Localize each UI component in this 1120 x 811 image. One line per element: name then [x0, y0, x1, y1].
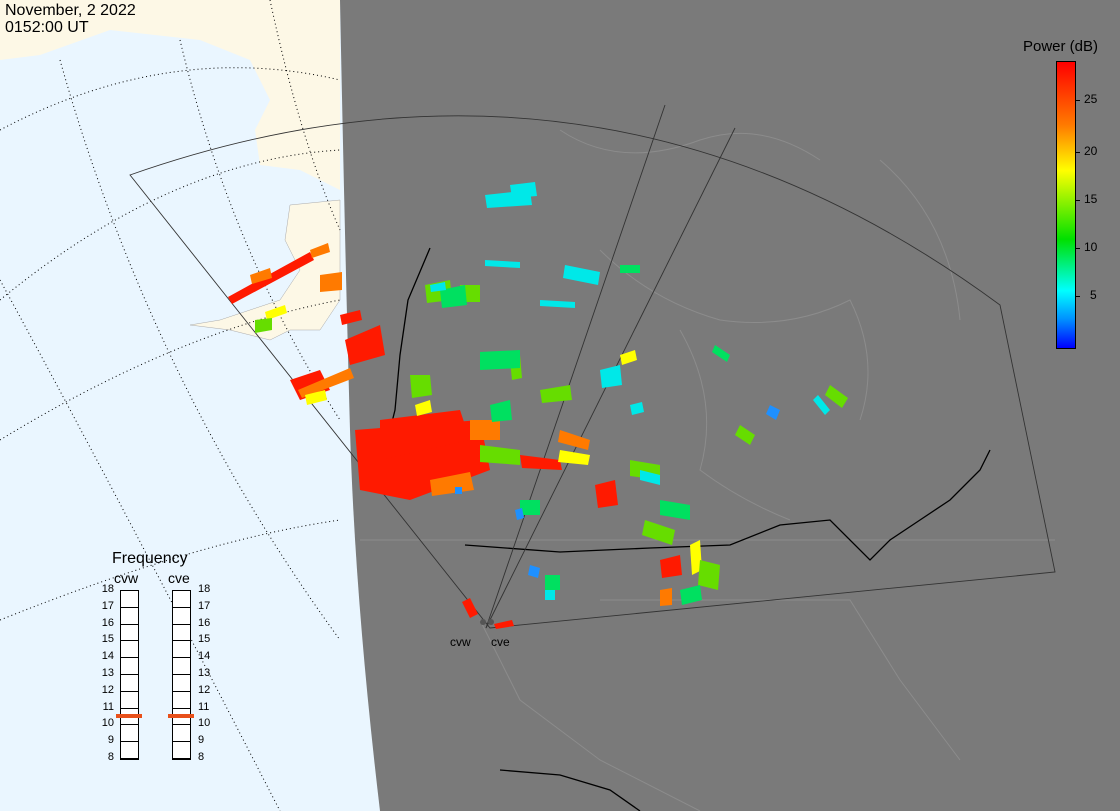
night-terminator-region — [340, 0, 1120, 811]
frequency-label-left: 14 — [101, 650, 114, 663]
frequency-grid-line — [173, 606, 190, 608]
station-marker-cve — [488, 619, 494, 625]
frequency-marker-cve — [168, 714, 194, 719]
frequency-grid-line — [173, 758, 190, 759]
station-marker-cvw — [480, 619, 486, 625]
frequency-panel: Frequency cvw cve 18 17 16 15 14 13 12 11 10 9 8 1… — [80, 550, 250, 780]
frequency-grid-line — [173, 623, 190, 625]
frequency-label-left: 17 — [101, 599, 114, 612]
frequency-grid-line — [173, 724, 190, 726]
frequency-label-right: 15 — [198, 633, 211, 646]
station-label-cvw: cvw — [450, 635, 471, 649]
frequency-grid-line — [173, 657, 190, 659]
colorbar-tickmark — [1075, 296, 1080, 297]
power-colorbar: Power (dB) 25 20 15 10 5 — [1020, 38, 1120, 358]
colorbar-tickmark — [1075, 100, 1080, 101]
frequency-label-right: 10 — [198, 717, 211, 730]
frequency-label-right: 17 — [198, 599, 211, 612]
frequency-grid-line — [121, 707, 138, 709]
frequency-grid-line — [121, 674, 138, 675]
colorbar-tick-10: 10 — [1084, 240, 1098, 254]
colorbar-tick-15: 15 — [1084, 192, 1098, 206]
frequency-grid-line — [173, 690, 190, 692]
frequency-label-right: 18 — [198, 583, 211, 595]
frequency-grid-line — [173, 741, 190, 743]
frequency-label-left: 9 — [107, 734, 114, 747]
frequency-label-left: 10 — [101, 717, 114, 730]
frequency-grid-line — [121, 690, 138, 692]
colorbar-tickmark — [1075, 248, 1080, 249]
frequency-grid-line — [121, 657, 138, 659]
frequency-label-left: 8 — [107, 751, 114, 763]
land-daylit-alaska — [0, 0, 340, 190]
timestamp-header: November, 2 2022 0152:00 UT — [5, 2, 136, 36]
frequency-label-right: 14 — [198, 650, 211, 663]
colorbar-tickmark — [1075, 200, 1080, 201]
frequency-label-left: 16 — [101, 616, 114, 629]
frequency-grid-line — [121, 758, 138, 759]
frequency-column-cve — [172, 590, 191, 760]
frequency-marker-cvw — [116, 714, 142, 719]
station-label-cve: cve — [491, 635, 510, 649]
colorbar-tick-5: 5 — [1090, 288, 1097, 302]
frequency-grid-line — [173, 707, 190, 709]
frequency-column-cvw — [120, 590, 139, 760]
frequency-grid-line — [121, 606, 138, 608]
frequency-label-left: 11 — [102, 700, 114, 713]
frequency-grid-line — [173, 674, 190, 675]
frequency-label-right: 9 — [198, 734, 205, 747]
frequency-grid-line — [121, 724, 138, 726]
frequency-label-right: 16 — [198, 616, 211, 629]
frequency-label-left: 13 — [101, 667, 114, 679]
freq-station-cve: cve — [168, 570, 190, 586]
colorbar-title: Power (dB) — [1023, 38, 1099, 55]
colorbar-tick-25: 25 — [1084, 92, 1098, 106]
backscatter-cells — [228, 182, 848, 629]
time-label: 0152:00 UT — [5, 19, 89, 36]
frequency-label-right: 12 — [198, 683, 211, 696]
frequency-grid-line — [121, 640, 138, 642]
frequency-grid-line — [173, 640, 190, 642]
frequency-label-right: 11 — [198, 700, 210, 713]
date-label: November, 2 2022 — [5, 2, 136, 19]
freq-station-cvw: cvw — [114, 570, 139, 586]
coastlines-night — [360, 129, 1055, 811]
frequency-label-right: 8 — [198, 751, 205, 763]
colorbar-tick-20: 20 — [1084, 144, 1098, 158]
land-daylit-peninsula — [189, 199, 341, 341]
frequency-grid-line — [121, 741, 138, 743]
colorbar-gradient — [1056, 61, 1076, 349]
frequency-grid-line — [121, 623, 138, 625]
frequency-title: Frequency — [112, 550, 188, 567]
frequency-label-left: 18 — [101, 583, 114, 595]
frequency-label-left: 12 — [101, 683, 114, 696]
frequency-label-right: 13 — [198, 667, 211, 679]
colorbar-tickmark — [1075, 152, 1080, 153]
radar-sites: cvw cve — [450, 619, 510, 649]
frequency-label-left: 15 — [101, 633, 114, 646]
graticule — [0, 0, 341, 811]
